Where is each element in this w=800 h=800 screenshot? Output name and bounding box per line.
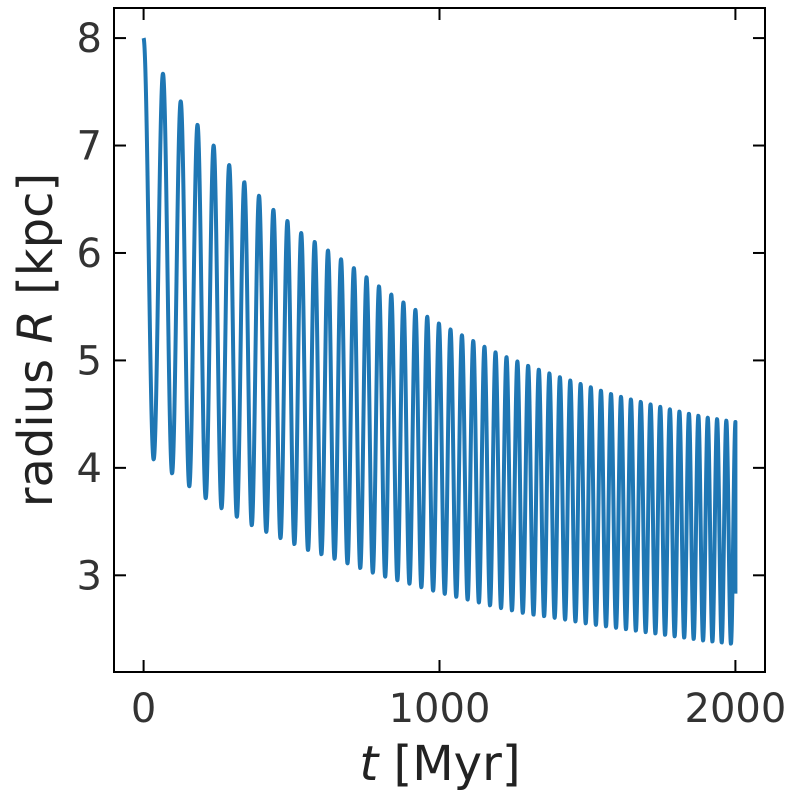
- x-tick-label: 1000: [389, 686, 491, 732]
- y-tick-label: 4: [77, 446, 102, 492]
- x-axis-unit-text: [Myr]: [394, 736, 521, 792]
- radius-series-line: [141, 36, 738, 646]
- y-tick-label: 3: [77, 553, 102, 599]
- y-tick-label: 6: [77, 231, 102, 277]
- y-tick-label: 5: [77, 338, 102, 384]
- axis-tick-labels: 0 1000 2000 3 4 5 6 7 8: [77, 16, 787, 732]
- y-axis-label: radius R [kpc]: [8, 173, 64, 507]
- plot-area: [141, 36, 738, 646]
- y-axis-variable: R: [8, 310, 64, 343]
- axis-ticks: [114, 8, 765, 672]
- y-tick-label: 7: [77, 124, 102, 170]
- y-tick-label: 8: [77, 16, 102, 62]
- x-axis-label: t [Myr]: [359, 736, 520, 792]
- y-axis-prefix: radius: [8, 359, 64, 507]
- y-axis-space-2: [8, 295, 64, 310]
- y-axis-space-1: [8, 344, 64, 359]
- x-tick-label: 2000: [685, 686, 787, 732]
- x-tick-label: 0: [131, 686, 156, 732]
- x-axis-variable: t: [359, 736, 380, 792]
- y-axis-unit: [kpc]: [8, 173, 64, 295]
